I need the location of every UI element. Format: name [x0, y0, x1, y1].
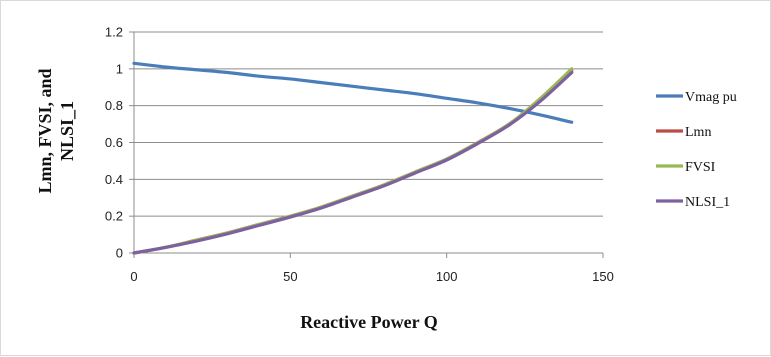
x-tick-label: 100	[436, 269, 458, 284]
legend-label: NLSI_1	[685, 195, 730, 210]
legend-label: Vmag pu	[685, 90, 737, 105]
legend-item-vmag-pu: Vmag pu	[656, 90, 737, 105]
y-tick-label: 0.8	[105, 98, 123, 113]
x-tick-label: 50	[283, 269, 297, 284]
x-axis-title: Reactive Power Q	[300, 312, 438, 332]
series-line-vmag-pu	[132, 61, 574, 124]
y-tick-label: 0.4	[105, 172, 123, 187]
legend-label: FVSI	[685, 160, 716, 175]
legend-label: Lmn	[685, 125, 711, 140]
y-tick-label: 1	[116, 61, 123, 76]
y-tick-label: 1.2	[105, 25, 123, 40]
legend-item-lmn: Lmn	[656, 125, 711, 140]
legend: Vmag pu Lmn FVSI NLSI_1	[656, 90, 737, 210]
series-line-fvsi	[132, 67, 574, 255]
legend-item-fvsi: FVSI	[656, 160, 716, 175]
y-tick-label: 0	[116, 246, 123, 261]
series-line-nlsi-1	[132, 70, 574, 255]
series-layer	[132, 61, 574, 255]
y-axis-title: Lmn, FVSI, and NLSI_1	[35, 68, 77, 193]
y-axis-title-line-2: NLSI_1	[57, 101, 77, 161]
legend-item-nlsi-1: NLSI_1	[656, 195, 730, 210]
tick-labels: 0 0.2 0.4 0.6 0.8 1 1.2 0 50 100 150	[105, 25, 614, 285]
y-tick-label: 0.2	[105, 209, 123, 224]
gridlines	[134, 31, 603, 217]
x-tick-label: 150	[592, 269, 614, 284]
y-axis-title-line-1: Lmn, FVSI, and	[35, 68, 55, 193]
y-tick-label: 0.6	[105, 135, 123, 150]
series-line-lmn	[132, 69, 574, 255]
x-tick-label: 0	[130, 269, 137, 284]
axes	[129, 31, 604, 258]
